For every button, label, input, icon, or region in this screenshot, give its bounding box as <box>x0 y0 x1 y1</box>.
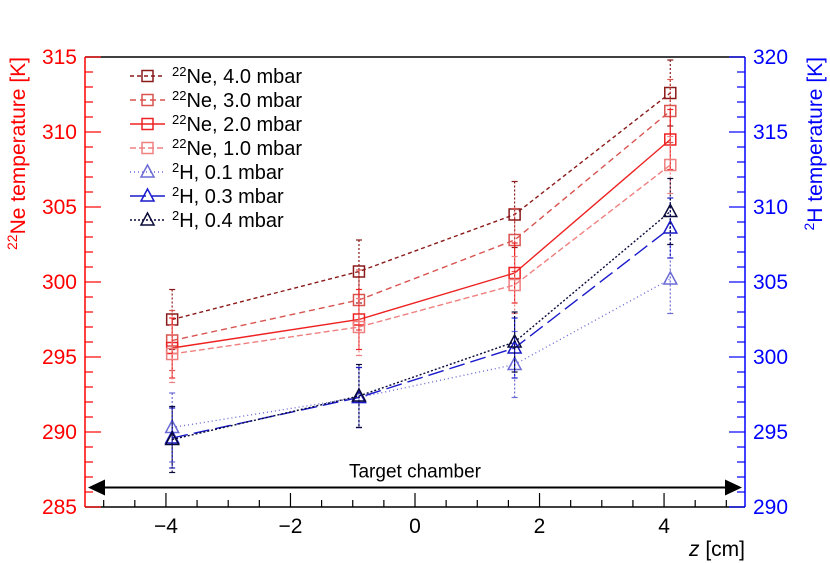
x-tick-label: 2 <box>534 515 546 538</box>
right-axis-title-text: H temperature [K] <box>804 57 827 223</box>
legend-item: 2H, 0.1 mbar <box>130 160 284 185</box>
x-tick-label: 0 <box>409 515 421 538</box>
right-tick-label: 295 <box>753 421 788 444</box>
legend-label: 22Ne, 4.0 mbar <box>172 64 302 89</box>
data-point <box>662 219 679 234</box>
legend-item: 22Ne, 4.0 mbar <box>130 64 302 89</box>
left-tick-label: 290 <box>42 421 77 444</box>
left-axis-title-text: Ne temperature [K] <box>7 57 30 234</box>
right-axis-title: 2H temperature [K] <box>801 57 827 231</box>
series-5 <box>164 197 679 469</box>
legend-label-text: H, 0.3 mbar <box>179 186 284 208</box>
legend-label-sup: 2 <box>172 184 179 199</box>
left-tick-label: 285 <box>42 496 77 519</box>
legend-label-text: Ne, 2.0 mbar <box>186 114 302 136</box>
legend-item: 2H, 0.4 mbar <box>130 208 284 233</box>
axis-titles: 22Ne temperature [K] 2H temperature [K]z … <box>4 57 827 561</box>
x-tick-label: −4 <box>154 515 178 538</box>
data-point <box>164 430 180 446</box>
right-tick-label: 310 <box>753 196 788 219</box>
legend-label-sup: 22 <box>172 64 186 79</box>
annotation: Target chamber <box>88 462 742 496</box>
right-tick-label: 320 <box>753 46 788 69</box>
legend-label-sup: 22 <box>172 112 186 127</box>
series-line <box>172 164 671 355</box>
axes: −4 −2 0 2 4 285 290 295 300 305 310 315 290 295 300 305… <box>42 46 788 538</box>
series-3 <box>165 135 677 384</box>
data-point <box>352 320 366 334</box>
legend-marker <box>141 93 154 107</box>
x-tick-label: 4 <box>658 515 670 538</box>
legend-label-text: Ne, 3.0 mbar <box>186 90 302 112</box>
data-point <box>352 265 366 278</box>
legend-item: 22Ne, 1.0 mbar <box>130 136 302 161</box>
series-group <box>164 59 679 474</box>
data-point <box>506 333 523 348</box>
x-axis-title-var: z <box>688 538 700 561</box>
legend-label-text: H, 0.4 mbar <box>179 210 284 232</box>
annotation-label: Target chamber <box>349 462 482 483</box>
series-line <box>172 227 671 439</box>
left-tick-label: 300 <box>42 271 77 294</box>
series-line <box>172 110 671 342</box>
legend-label: 22Ne, 2.0 mbar <box>172 112 302 137</box>
right-tick-label: 290 <box>753 496 788 519</box>
right-tick-label: 300 <box>753 346 788 369</box>
legend-label-sup: 2 <box>172 208 179 223</box>
legend-item: 22Ne, 2.0 mbar <box>130 112 302 137</box>
legend-item: 22Ne, 3.0 mbar <box>130 88 302 113</box>
right-tick-label: 305 <box>753 271 788 294</box>
legend-label: 22Ne, 3.0 mbar <box>172 88 302 113</box>
legend-label-sup: 22 <box>172 88 186 103</box>
series-line <box>172 210 671 441</box>
series-6 <box>164 177 679 474</box>
series-4 <box>164 243 679 463</box>
legend-marker <box>139 187 156 202</box>
legend-label-sup: 2 <box>172 160 179 175</box>
left-axis-title-sup: 22 <box>4 234 20 250</box>
left-tick-label: 315 <box>42 46 77 69</box>
series-line <box>171 92 671 321</box>
x-axis-title: z [cm] <box>688 538 745 561</box>
x-tick-label: −2 <box>278 515 302 538</box>
data-point <box>664 158 677 172</box>
left-axis-title: 22Ne temperature [K] <box>4 57 30 250</box>
legend-label-text: Ne, 4.0 mbar <box>186 66 302 88</box>
left-tick-label: 305 <box>42 196 77 219</box>
series-line <box>172 138 671 349</box>
legend-label-sup: 22 <box>172 136 186 151</box>
legend-item: 2H, 0.3 mbar <box>130 184 284 209</box>
legend-marker <box>141 117 154 131</box>
legend-label: 2H, 0.3 mbar <box>172 184 284 209</box>
legend-label: 2H, 0.1 mbar <box>172 160 284 185</box>
data-point <box>508 278 521 292</box>
legend-marker <box>141 141 154 155</box>
data-point <box>165 347 179 361</box>
series-line <box>172 278 671 429</box>
legend-marker <box>139 163 156 178</box>
legend-label-text: Ne, 1.0 mbar <box>186 138 302 160</box>
legend-marker <box>139 211 156 226</box>
right-axis-title-sup: 2 <box>801 223 817 231</box>
data-point <box>662 270 679 285</box>
left-tick-label: 295 <box>42 346 77 369</box>
left-tick-label: 310 <box>42 121 77 144</box>
annotation-arrow-head-left <box>88 479 105 496</box>
legend-marker <box>141 69 154 83</box>
x-axis-title-unit: [cm] <box>700 538 746 561</box>
legend-label: 22Ne, 1.0 mbar <box>172 136 302 161</box>
legend-label-text: H, 0.1 mbar <box>179 162 284 184</box>
legend-label: 2H, 0.4 mbar <box>172 208 284 233</box>
data-point <box>352 313 366 326</box>
right-tick-label: 315 <box>753 121 788 144</box>
annotation-arrow-head-right <box>725 479 742 496</box>
data-point <box>662 202 679 218</box>
data-point <box>351 387 367 402</box>
